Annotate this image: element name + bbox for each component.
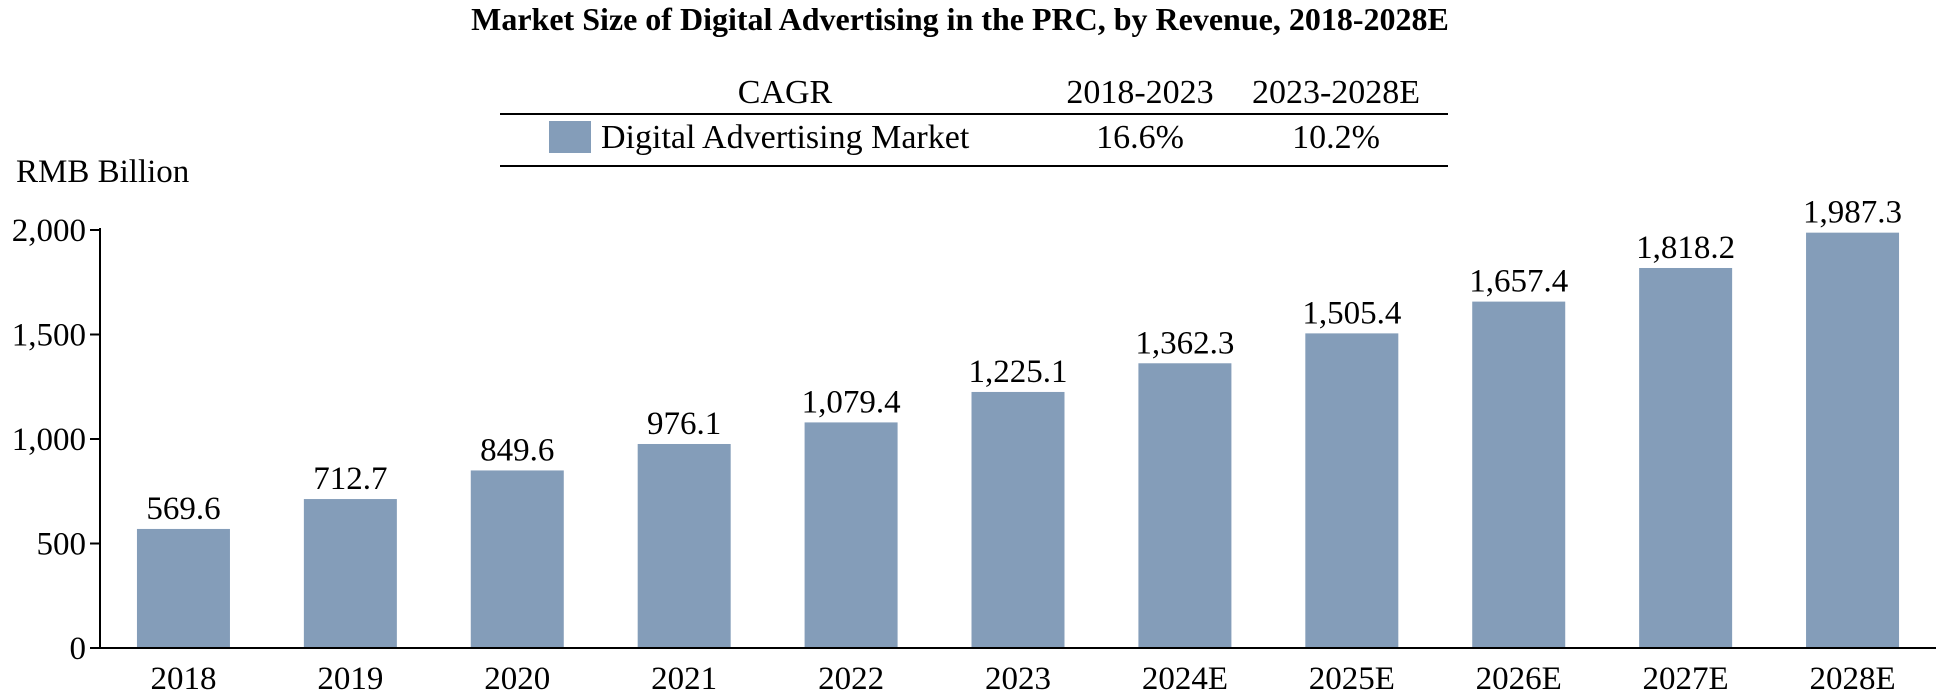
x-tick-label: 2019 <box>317 661 383 697</box>
bar-value-label: 1,225.1 <box>969 354 1068 390</box>
bar-value-label: 976.1 <box>647 406 721 442</box>
cagr-header-period-1: 2018-2023 <box>1066 74 1213 111</box>
bar-2024E <box>1138 363 1232 648</box>
cagr-value-2018-2023: 16.6% <box>1096 119 1184 156</box>
bars-layer: 569.6 712.7 849.6 976.1 1,079.4 1,225.1 1,362.… <box>136 195 1902 648</box>
bar-2022 <box>804 422 898 648</box>
bar-value-label: 1,987.3 <box>1803 195 1902 231</box>
cagr-header-period-2: 2023-2028E <box>1252 74 1420 111</box>
x-tick-label: 2025E <box>1309 661 1395 697</box>
bar-value-label: 1,362.3 <box>1135 325 1234 361</box>
bar-value-label: 849.6 <box>480 432 554 468</box>
cagr-header-label: CAGR <box>738 74 833 111</box>
x-tick-label: 2024E <box>1142 661 1228 697</box>
y-tick-label: 500 <box>37 527 87 563</box>
y-tick-label: 1,000 <box>12 422 86 458</box>
bar-value-label: 1,079.4 <box>802 384 901 420</box>
y-axis-label: RMB Billion <box>16 154 189 190</box>
chart-title: Market Size of Digital Advertising in th… <box>471 1 1449 37</box>
x-tick-label: 2026E <box>1476 661 1562 697</box>
bar-value-label: 1,657.4 <box>1469 264 1568 300</box>
cagr-legend-table: CAGR 2018-2023 2023-2028E Digital Advert… <box>500 74 1448 167</box>
x-tick-label: 2027E <box>1643 661 1729 697</box>
x-tick-label: 2020 <box>484 661 550 697</box>
y-tick-label: 1,500 <box>12 318 86 354</box>
bar-2021 <box>637 443 731 648</box>
y-tick-label: 2,000 <box>12 213 86 249</box>
x-tick-label: 2021 <box>651 661 717 697</box>
bar-2018 <box>136 528 230 648</box>
cagr-value-2023-2028e: 10.2% <box>1292 119 1380 156</box>
legend-swatch <box>549 121 591 153</box>
bar-2023 <box>971 391 1065 648</box>
bar-2020 <box>470 470 564 648</box>
bar-value-label: 569.6 <box>146 491 220 527</box>
y-tick-label: 0 <box>70 631 87 667</box>
bar-value-label: 1,505.4 <box>1302 295 1401 331</box>
x-tick-label: 2018 <box>150 661 216 697</box>
bar-2027E <box>1639 267 1733 648</box>
bar-2025E <box>1305 333 1399 648</box>
legend-series-name: Digital Advertising Market <box>601 119 970 156</box>
bar-2026E <box>1472 301 1566 648</box>
y-axis: 0 500 1,000 1,500 2,000 <box>12 213 101 667</box>
x-tick-label: 2022 <box>818 661 884 697</box>
bar-2028E <box>1806 232 1900 648</box>
bar-2019 <box>303 499 397 648</box>
bar-value-label: 1,818.2 <box>1636 230 1735 266</box>
x-axis: 2018 2019 2020 2021 2022 2023 2024E 2025E 2026E 2… <box>100 647 1936 697</box>
bar-value-label: 712.7 <box>313 461 387 497</box>
x-tick-label: 2028E <box>1809 661 1895 697</box>
x-tick-label: 2023 <box>985 661 1051 697</box>
